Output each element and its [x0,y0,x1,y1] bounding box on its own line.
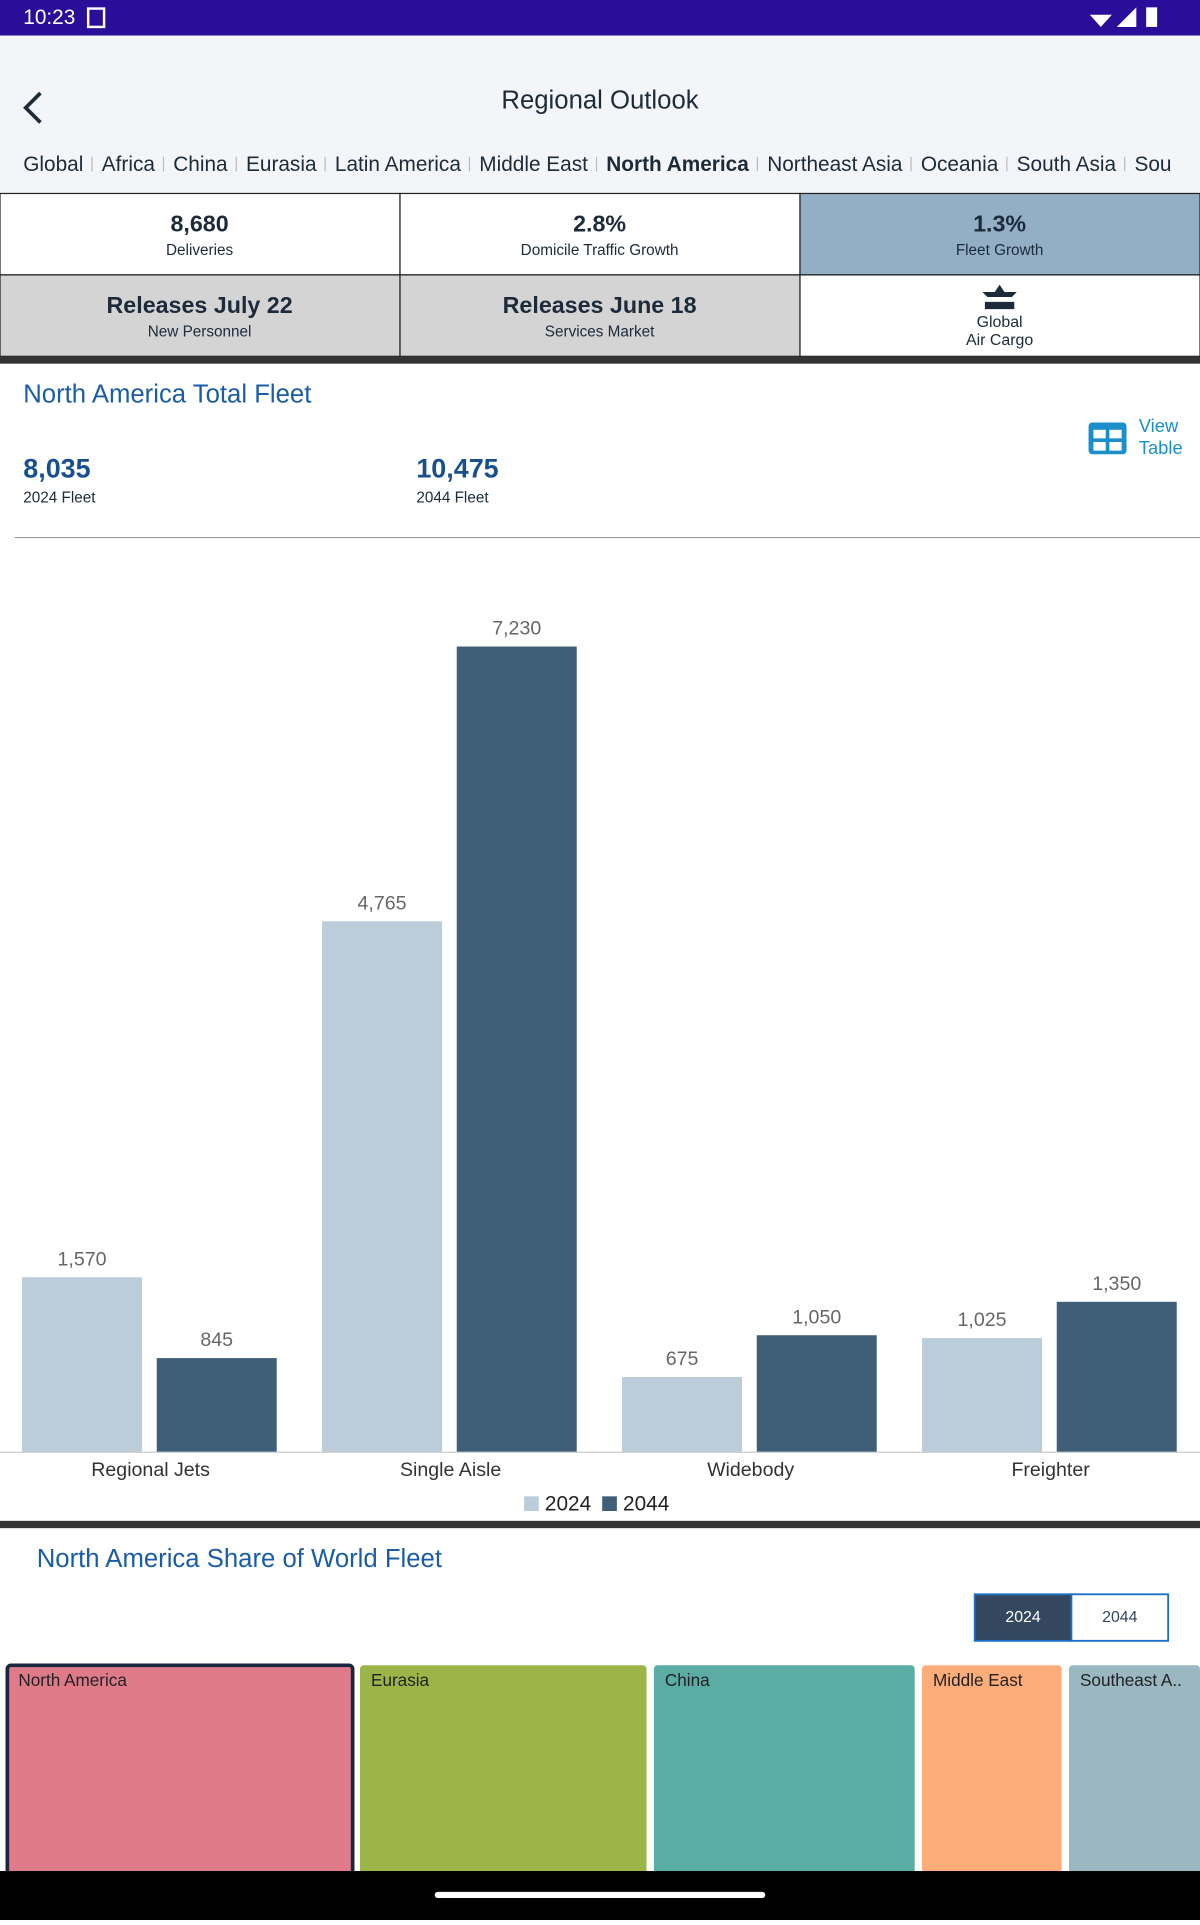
treemap-cell[interactable] [360,1665,647,1880]
region-tab[interactable]: Latin America [335,153,461,176]
stat-tile[interactable] [0,274,401,357]
bar [622,1377,743,1453]
section-title: North America Share of World Fleet [37,1545,442,1573]
treemap-cell[interactable] [653,1665,915,1880]
treemap-label: China [665,1670,710,1690]
region-tab[interactable]: Africa [102,153,156,176]
tile-value: Releases July 22 [107,292,293,318]
treemap-label: Middle East [933,1670,1023,1690]
treemap-cell[interactable] [5,1663,355,1882]
x-tick-label: Single Aisle [400,1459,501,1481]
view-table-label: Table [1139,437,1183,458]
plane-icon [982,284,1017,310]
status-icon [86,7,106,29]
stat-tile[interactable] [399,274,801,357]
data-label: 845 [200,1329,233,1351]
tile-value: 8,680 [170,210,228,236]
tile-label: Fleet Growth [956,242,1044,259]
view-table-button[interactable]: View Table [1088,415,1183,458]
legend-swatch [602,1496,617,1512]
region-tab[interactable]: Northeast Asia [767,153,903,176]
tile-label: Deliveries [166,242,234,259]
treemap-label: Southeast A.. [1080,1670,1182,1690]
stat-tile[interactable] [0,192,401,276]
bar [156,1358,277,1453]
treemap-label: Eurasia [371,1670,430,1690]
tile-label: Domicile Traffic Growth [521,242,679,259]
year-toggle[interactable] [1070,1593,1170,1642]
treemap-cell[interactable] [922,1665,1062,1880]
data-label: 1,570 [58,1248,107,1270]
status-time: 10:23 [23,6,75,29]
view-table-label: View [1139,415,1179,436]
battery-icon [1146,7,1158,27]
bar [456,646,577,1453]
data-label: 1,025 [958,1309,1007,1331]
tile-label: Services Market [545,323,655,340]
fleet-value: 8,035 [23,453,90,483]
x-tick-label: Widebody [707,1459,794,1481]
home-indicator[interactable] [434,1891,766,1898]
back-button[interactable] [23,91,42,124]
bar [22,1277,143,1453]
year-toggle-label: 2044 [1102,1609,1138,1626]
divider [0,356,1200,364]
wifi-icon [1089,14,1112,27]
bar [922,1338,1043,1453]
fleet-label: 2024 Fleet [23,489,96,506]
bar [756,1335,877,1453]
year-toggle-label: 2024 [1005,1609,1041,1626]
divider [0,1520,1200,1529]
legend-label: 2024 [545,1492,591,1515]
data-label: 1,350 [1092,1273,1141,1295]
data-label: 675 [666,1348,699,1370]
region-tab[interactable]: South Asia [1017,153,1117,176]
x-tick-label: Regional Jets [91,1459,210,1481]
signal-icon [1116,7,1137,27]
tile-label: New Personnel [148,323,252,340]
legend-label: 2044 [623,1492,669,1515]
region-tab[interactable]: North America [606,153,749,176]
region-tab[interactable]: Global [23,153,83,176]
page-title: Regional Outlook [501,86,698,114]
bar [322,921,443,1453]
tile-label: Air Cargo [966,332,1033,349]
fleet-value: 10,475 [416,453,498,483]
tile-value: 1.3% [973,210,1026,236]
fleet-label: 2044 Fleet [416,489,489,506]
data-label: 4,765 [358,892,407,914]
legend-swatch [524,1496,539,1512]
region-tab[interactable]: Southeast Asia [1134,153,1200,176]
data-label: 7,230 [492,618,541,640]
stat-tile[interactable] [399,192,801,276]
tile-value: 2.8% [573,210,626,236]
tile-label: Global [977,314,1023,331]
x-tick-label: Freighter [1011,1459,1090,1481]
table-icon-cell [1109,429,1122,439]
table-icon-cell [1093,442,1106,451]
tile-value: Releases June 18 [503,292,697,318]
treemap-cell[interactable] [1068,1665,1200,1880]
table-icon-cell [1093,429,1106,439]
region-tab[interactable]: Eurasia [246,153,317,176]
region-tab[interactable]: China [173,153,228,176]
stat-tile[interactable] [799,192,1200,276]
region-tab[interactable]: Oceania [921,153,999,176]
table-icon-cell [1109,442,1122,451]
status-bar [0,0,1200,36]
treemap-label: North America [18,1670,127,1690]
header [0,35,1200,194]
section-title: North America Total Fleet [23,380,311,408]
bar [1056,1301,1177,1453]
region-tab[interactable]: Middle East [479,153,588,176]
data-label: 1,050 [792,1306,841,1328]
